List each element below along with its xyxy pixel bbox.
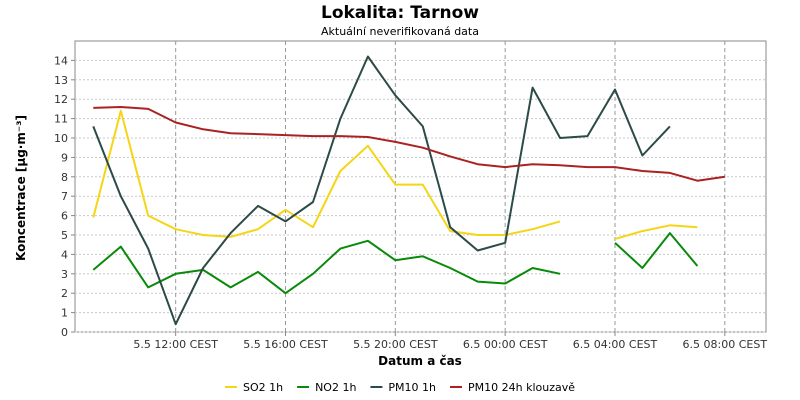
y-tick-label: 2 <box>61 287 68 300</box>
y-axis-label: Koncentrace [µg·m⁻³] <box>14 115 28 261</box>
x-axis-label: Datum a čas <box>378 354 462 368</box>
series-line <box>92 239 561 295</box>
y-tick-label: 11 <box>54 113 68 126</box>
y-tick-label: 6 <box>61 210 68 223</box>
y-tick-label: 1 <box>61 307 68 320</box>
y-tick-label: 3 <box>61 268 68 281</box>
series-line <box>93 106 725 182</box>
grid <box>75 41 766 333</box>
series-line <box>92 109 561 238</box>
series-line <box>614 224 698 240</box>
series-line <box>92 55 671 326</box>
series-3 <box>93 106 725 182</box>
y-tick-label: 9 <box>61 151 68 164</box>
y-tick-label: 5 <box>61 229 68 242</box>
plot-area <box>74 40 767 333</box>
y-tick-label: 8 <box>61 171 68 184</box>
series-lines <box>92 55 725 326</box>
series-1 <box>92 232 699 295</box>
chart-title: Lokalita: Tarnow <box>321 3 479 23</box>
legend-label: PM10 24h klouzavě <box>468 381 575 394</box>
x-tick-label: 5.5 20:00 CEST <box>353 338 438 351</box>
y-tick-label: 13 <box>54 74 68 87</box>
x-tick-label: 6.5 00:00 CEST <box>463 338 548 351</box>
y-tick-label: 12 <box>54 93 68 106</box>
x-tick-label: 6.5 08:00 CEST <box>683 338 768 351</box>
y-tick-label: 7 <box>61 190 68 203</box>
x-axis-ticks: 5.5 12:00 CEST 5.5 16:00 CEST 5.5 20:00 CE… <box>133 332 767 351</box>
x-tick-label: 6.5 04:00 CEST <box>573 338 658 351</box>
legend-item: PM10 24h klouzavě <box>450 381 575 394</box>
series-line <box>614 232 699 269</box>
series-0 <box>92 109 698 240</box>
y-tick-label: 0 <box>61 326 68 339</box>
x-tick-label: 5.5 12:00 CEST <box>133 338 218 351</box>
legend-label: NO2 1h <box>315 381 356 394</box>
x-tick-label: 5.5 16:00 CEST <box>243 338 328 351</box>
y-tick-label: 4 <box>61 248 68 261</box>
legend-label: SO2 1h <box>243 381 283 394</box>
legend-item: PM10 1h <box>370 381 436 394</box>
legend: SO2 1h NO2 1h PM10 1h PM10 24h klouzavě <box>224 381 575 394</box>
legend-item: SO2 1h <box>224 381 283 394</box>
legend-item: NO2 1h <box>297 381 356 394</box>
series-2 <box>92 55 671 326</box>
chart-subtitle: Aktuální neverifikovaná data <box>321 25 479 38</box>
legend-label: PM10 1h <box>388 381 436 394</box>
y-tick-label: 10 <box>54 132 68 145</box>
y-tick-label: 14 <box>54 54 68 67</box>
